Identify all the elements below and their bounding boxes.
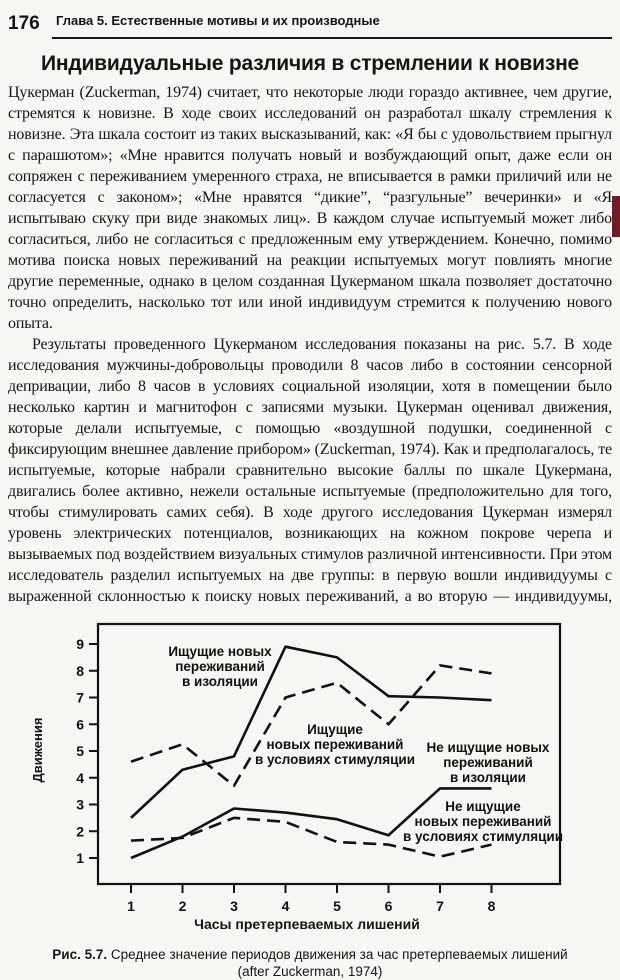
figure-5-7: 1 2 3 4 5 6 7 8 9 1 2 3 4 5 6 7 8 Ищущие новых переживаний… bbox=[8, 616, 612, 980]
y-axis-label: Движения bbox=[30, 717, 45, 783]
y-tick-label: 4 bbox=[76, 770, 84, 786]
x-tick-label: 8 bbox=[488, 898, 496, 914]
chart-area: 1 2 3 4 5 6 7 8 9 1 2 3 4 5 6 7 8 Ищущие новых переживаний… bbox=[30, 616, 612, 932]
body-paragraph-2: Результаты проведенного Цукерманом иссле… bbox=[8, 336, 612, 610]
y-tick-label: 6 bbox=[76, 716, 84, 732]
series-line-1 bbox=[130, 664, 492, 788]
x-tick-label: 4 bbox=[282, 898, 290, 914]
series-label-2: Не ищущие новых переживаний в изоляции bbox=[427, 740, 550, 785]
x-tick-label: 2 bbox=[179, 898, 187, 914]
y-tick-label: 1 bbox=[76, 850, 84, 866]
series-label-3: Не ищущие новых переживаний в условиях сти… bbox=[403, 799, 563, 844]
running-head: Глава 5. Естественные мотивы и их произв… bbox=[56, 13, 380, 28]
x-tick-label: 1 bbox=[127, 898, 135, 914]
y-tick-label: 5 bbox=[76, 743, 84, 759]
page-header: 176 Глава 5. Естественные мотивы и их пр… bbox=[8, 6, 612, 39]
y-tick-label: 3 bbox=[76, 797, 84, 813]
page-title: Индивидуальные различия в стремлении к н… bbox=[40, 52, 580, 75]
body-text: Цукерман (Zuckerman, 1974) считает, что … bbox=[8, 82, 612, 610]
page-number: 176 bbox=[8, 13, 40, 34]
y-tick-label: 7 bbox=[76, 690, 84, 706]
series-line-0 bbox=[130, 645, 492, 819]
page-edge-tab bbox=[612, 196, 620, 237]
series-label-1: Ищущие новых переживаний в условиях стимул… bbox=[255, 722, 415, 767]
x-tick-label: 5 bbox=[333, 898, 341, 914]
y-tick-label: 9 bbox=[76, 636, 84, 652]
x-tick-label: 6 bbox=[385, 898, 393, 914]
series-label-0: Ищущие новых переживаний в изоляции bbox=[168, 644, 272, 689]
x-tick-label: 7 bbox=[436, 898, 444, 914]
line-chart: 1 2 3 4 5 6 7 8 9 1 2 3 4 5 6 7 8 Ищущие новых переживаний… bbox=[76, 622, 563, 914]
figure-caption: Рис. 5.7. Среднее значение периодов движ… bbox=[8, 946, 612, 980]
caption-text: Среднее значение периодов движения за ча… bbox=[110, 947, 568, 962]
x-axis-label: Часы претерпеваемых лишений bbox=[194, 916, 420, 932]
plot-border bbox=[96, 622, 562, 886]
caption-label: Рис. 5.7. bbox=[52, 947, 108, 962]
y-tick-label: 8 bbox=[76, 663, 84, 679]
y-tick-label: 2 bbox=[76, 823, 84, 839]
x-tick-label: 3 bbox=[230, 898, 238, 914]
series-line-2 bbox=[130, 787, 492, 860]
caption-source: (after Zuckerman, 1974) bbox=[237, 964, 383, 979]
series-line-3 bbox=[130, 816, 492, 858]
body-paragraph-1: Цукерман (Zuckerman, 1974) считает, что … bbox=[8, 84, 612, 332]
running-head-rule: Глава 5. Естественные мотивы и их произв… bbox=[52, 6, 612, 39]
